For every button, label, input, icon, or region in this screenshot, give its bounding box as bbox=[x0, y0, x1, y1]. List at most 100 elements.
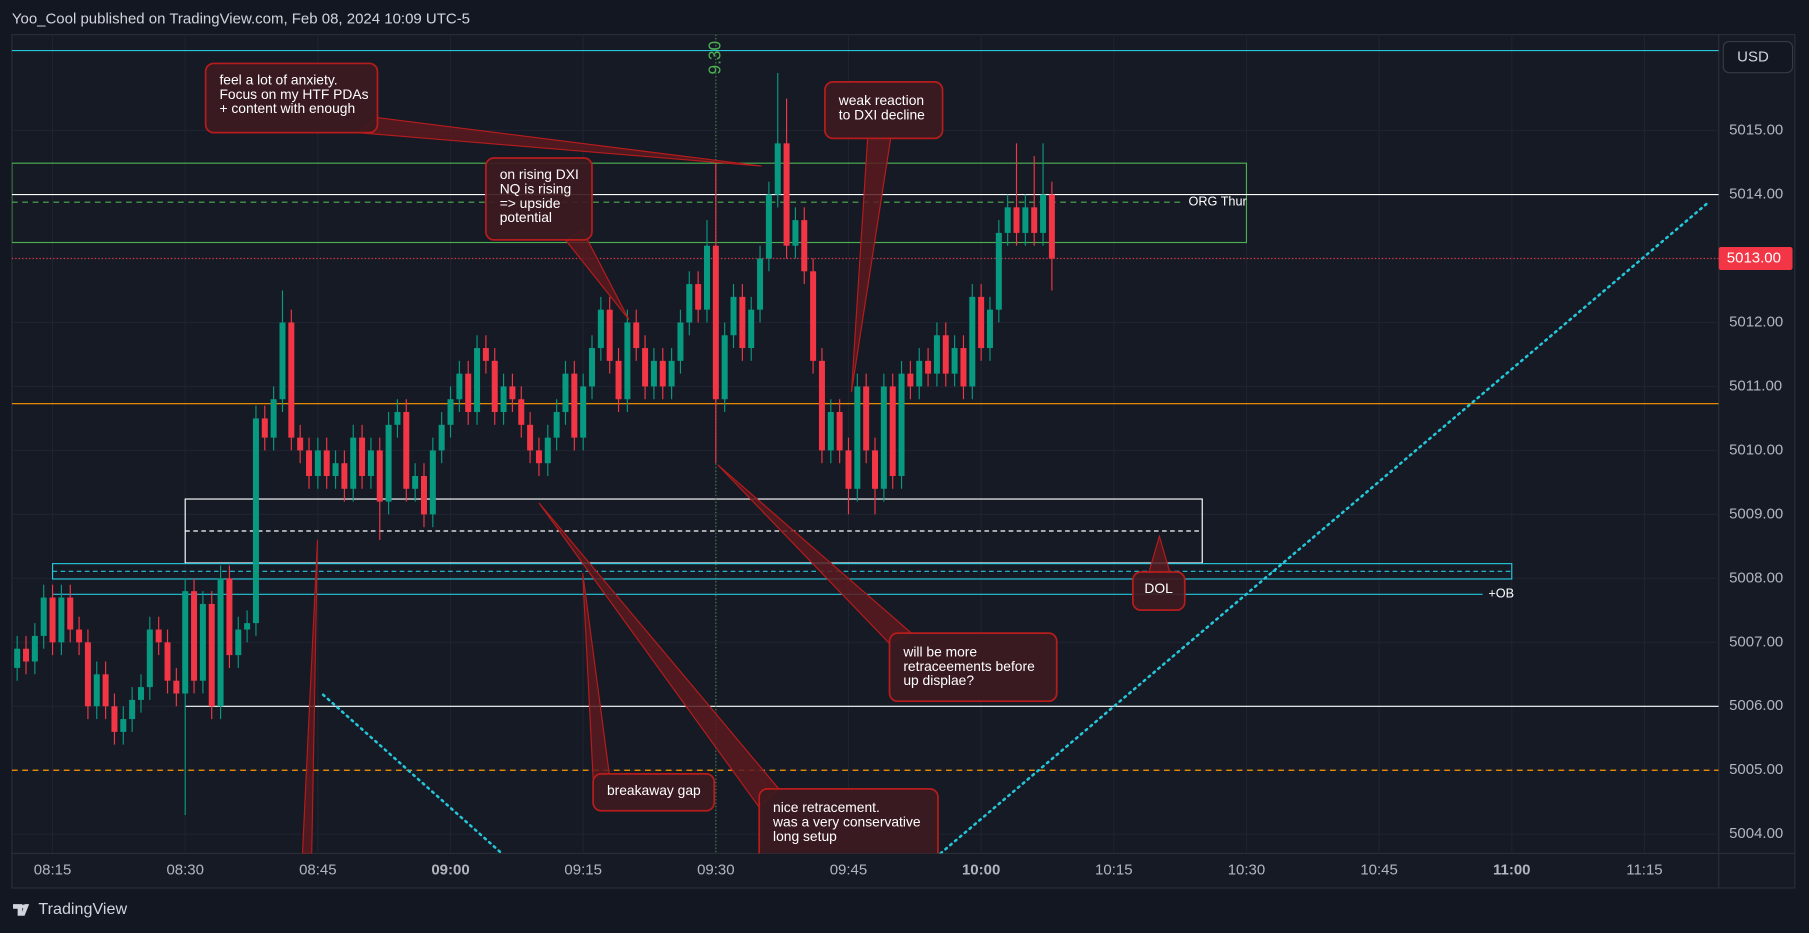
candle-body bbox=[146, 629, 153, 688]
candle-body bbox=[447, 399, 454, 425]
candle-body bbox=[615, 360, 622, 400]
level-label: ORG Thur bbox=[1189, 195, 1248, 209]
callout-text: => upside bbox=[500, 195, 561, 211]
y-tick-label: 5008.00 bbox=[1729, 569, 1783, 586]
candle-body bbox=[597, 309, 604, 349]
candle-body bbox=[951, 348, 958, 374]
candle-body bbox=[23, 648, 30, 662]
callout-text: weak reaction bbox=[838, 92, 924, 108]
candle-body bbox=[916, 360, 923, 387]
y-tick-label: 5005.00 bbox=[1729, 761, 1783, 778]
callout-text: was a very conservative bbox=[772, 814, 921, 830]
candle-body bbox=[562, 373, 569, 413]
candle-body bbox=[792, 220, 799, 246]
candle-body bbox=[721, 335, 728, 400]
callout-box bbox=[592, 772, 716, 812]
candle-body bbox=[341, 463, 348, 489]
x-tick-label: 11:15 bbox=[1626, 862, 1662, 879]
candle-body bbox=[739, 296, 746, 349]
candle-body bbox=[624, 322, 631, 400]
callout-text: breakaway gap bbox=[607, 782, 701, 798]
callout-box bbox=[888, 632, 1058, 703]
x-tick-label: 09:00 bbox=[431, 862, 469, 879]
callout-text: Focus on my HTF PDAs bbox=[219, 86, 368, 102]
candle-body bbox=[288, 322, 295, 438]
candle-body bbox=[385, 424, 392, 502]
callout-text: long setup bbox=[773, 828, 837, 844]
last-price-tag bbox=[1718, 246, 1793, 271]
candle-body bbox=[783, 143, 790, 246]
candle-body bbox=[668, 360, 675, 387]
candle-body bbox=[235, 629, 242, 656]
candle-body bbox=[589, 348, 596, 387]
y-tick-label: 5015.00 bbox=[1729, 122, 1783, 139]
callout-text: retraceements before bbox=[903, 658, 1035, 674]
candle-body bbox=[642, 348, 649, 387]
callout-text: potential bbox=[500, 209, 552, 225]
brand-logo-dot bbox=[21, 904, 26, 909]
currency-label: USD bbox=[1737, 49, 1769, 66]
candle-body bbox=[1013, 207, 1020, 233]
candle-body bbox=[942, 335, 949, 374]
y-tick-label: 5010.00 bbox=[1729, 441, 1783, 458]
candle-body bbox=[880, 386, 887, 489]
callout-text: + content with enough bbox=[219, 100, 355, 116]
candle-body bbox=[544, 437, 551, 464]
callout-text: DOL bbox=[1144, 580, 1173, 596]
candle-body bbox=[933, 335, 940, 374]
y-tick-label: 5007.00 bbox=[1729, 633, 1783, 650]
candle-body bbox=[182, 591, 189, 694]
candle-body bbox=[376, 450, 383, 502]
x-tick-label: 10:45 bbox=[1360, 862, 1398, 879]
candle-body bbox=[854, 386, 861, 489]
candle-body bbox=[827, 412, 834, 451]
candle-body bbox=[465, 373, 472, 413]
candle-body bbox=[297, 437, 304, 451]
candle-body bbox=[1031, 207, 1038, 233]
footer: TradingView bbox=[13, 900, 127, 918]
candle-body bbox=[67, 597, 74, 630]
x-tick-label: 10:15 bbox=[1095, 862, 1133, 879]
candle-body bbox=[801, 220, 808, 272]
candle-body bbox=[31, 635, 38, 662]
candle-body bbox=[527, 424, 534, 451]
candle-body bbox=[314, 450, 321, 476]
candle-body bbox=[960, 348, 967, 387]
candle-body bbox=[350, 437, 357, 489]
candle-body bbox=[191, 591, 198, 681]
candle-body bbox=[173, 680, 180, 694]
candle-body bbox=[810, 271, 817, 361]
candle-body bbox=[306, 450, 313, 476]
x-tick-label: 08:45 bbox=[299, 862, 337, 879]
header-text: Yoo_Cool published on TradingView.com, F… bbox=[12, 11, 470, 28]
candle-body bbox=[986, 309, 993, 349]
candle-body bbox=[226, 578, 233, 656]
callout-text: on rising DXI bbox=[500, 166, 579, 182]
candle-body bbox=[332, 463, 339, 476]
callout-text: to DXI decline bbox=[839, 107, 925, 123]
candle-body bbox=[412, 475, 419, 489]
y-tick-label: 5014.00 bbox=[1729, 185, 1783, 202]
candle-body bbox=[580, 386, 587, 438]
candle-body bbox=[695, 284, 702, 310]
currency-badge bbox=[1722, 40, 1794, 74]
session-label: 9.30 bbox=[704, 41, 724, 75]
x-tick-label: 08:30 bbox=[166, 862, 204, 879]
callout-box bbox=[758, 787, 939, 854]
candle-body bbox=[863, 386, 870, 451]
candle-body bbox=[889, 386, 896, 476]
candle-body bbox=[491, 360, 498, 413]
candle-body bbox=[765, 194, 772, 259]
candle-body bbox=[703, 245, 710, 310]
candle-body bbox=[482, 348, 489, 361]
candle-body bbox=[367, 450, 374, 476]
candle-body bbox=[199, 603, 206, 681]
trend-line bbox=[321, 693, 504, 854]
candle-body bbox=[279, 322, 286, 400]
x-tick-label: 09:30 bbox=[697, 862, 734, 879]
candle-body bbox=[748, 309, 755, 349]
candle-body bbox=[677, 322, 684, 361]
candle-body bbox=[84, 642, 91, 707]
candle-body bbox=[836, 412, 843, 451]
candle-body bbox=[633, 322, 640, 349]
